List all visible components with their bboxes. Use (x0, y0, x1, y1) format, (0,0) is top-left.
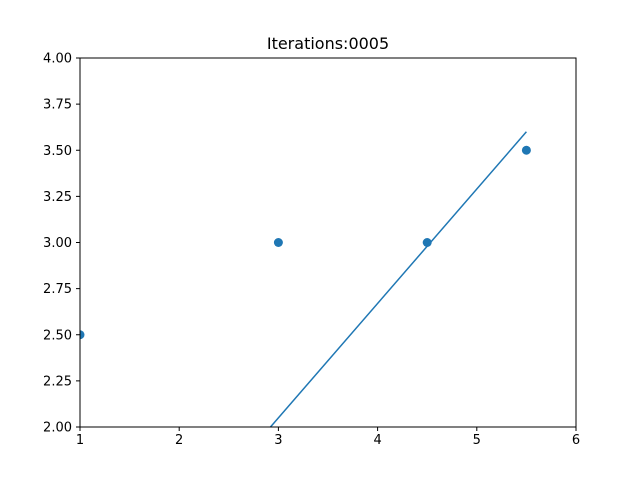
y-tick-label: 4.00 (43, 52, 72, 67)
x-tick-label: 2 (175, 433, 183, 448)
y-tick-label: 3.50 (43, 144, 72, 159)
y-tick-label: 2.75 (43, 282, 72, 297)
y-tick-label: 2.50 (43, 328, 72, 343)
y-tick-label: 2.25 (43, 374, 72, 389)
data-point-1 (80, 330, 85, 340)
x-tick-label: 6 (572, 433, 580, 448)
y-tick-label: 2.00 (43, 421, 72, 436)
x-tick-label: 3 (274, 433, 282, 448)
data-point-4 (521, 145, 531, 155)
axes-frame (79, 57, 577, 428)
plot-area (80, 131, 531, 427)
data-point-2 (273, 238, 283, 247)
x-tick-label: 5 (473, 433, 481, 448)
fit-line (269, 131, 527, 427)
x-tick-label: 1 (76, 433, 84, 448)
axes: 1 2 3 4 5 6 2.00 2.25 2.50 2.75 3.00 3.25 3.50 3.75 4.… (43, 52, 580, 449)
data-point-3 (422, 238, 432, 247)
x-tick-label: 4 (373, 433, 381, 448)
y-tick-label: 3.25 (43, 190, 72, 205)
y-tick-label: 3.00 (43, 236, 72, 251)
chart-title: Iterations:0005 (267, 34, 389, 53)
y-tick-label: 3.75 (43, 98, 72, 113)
